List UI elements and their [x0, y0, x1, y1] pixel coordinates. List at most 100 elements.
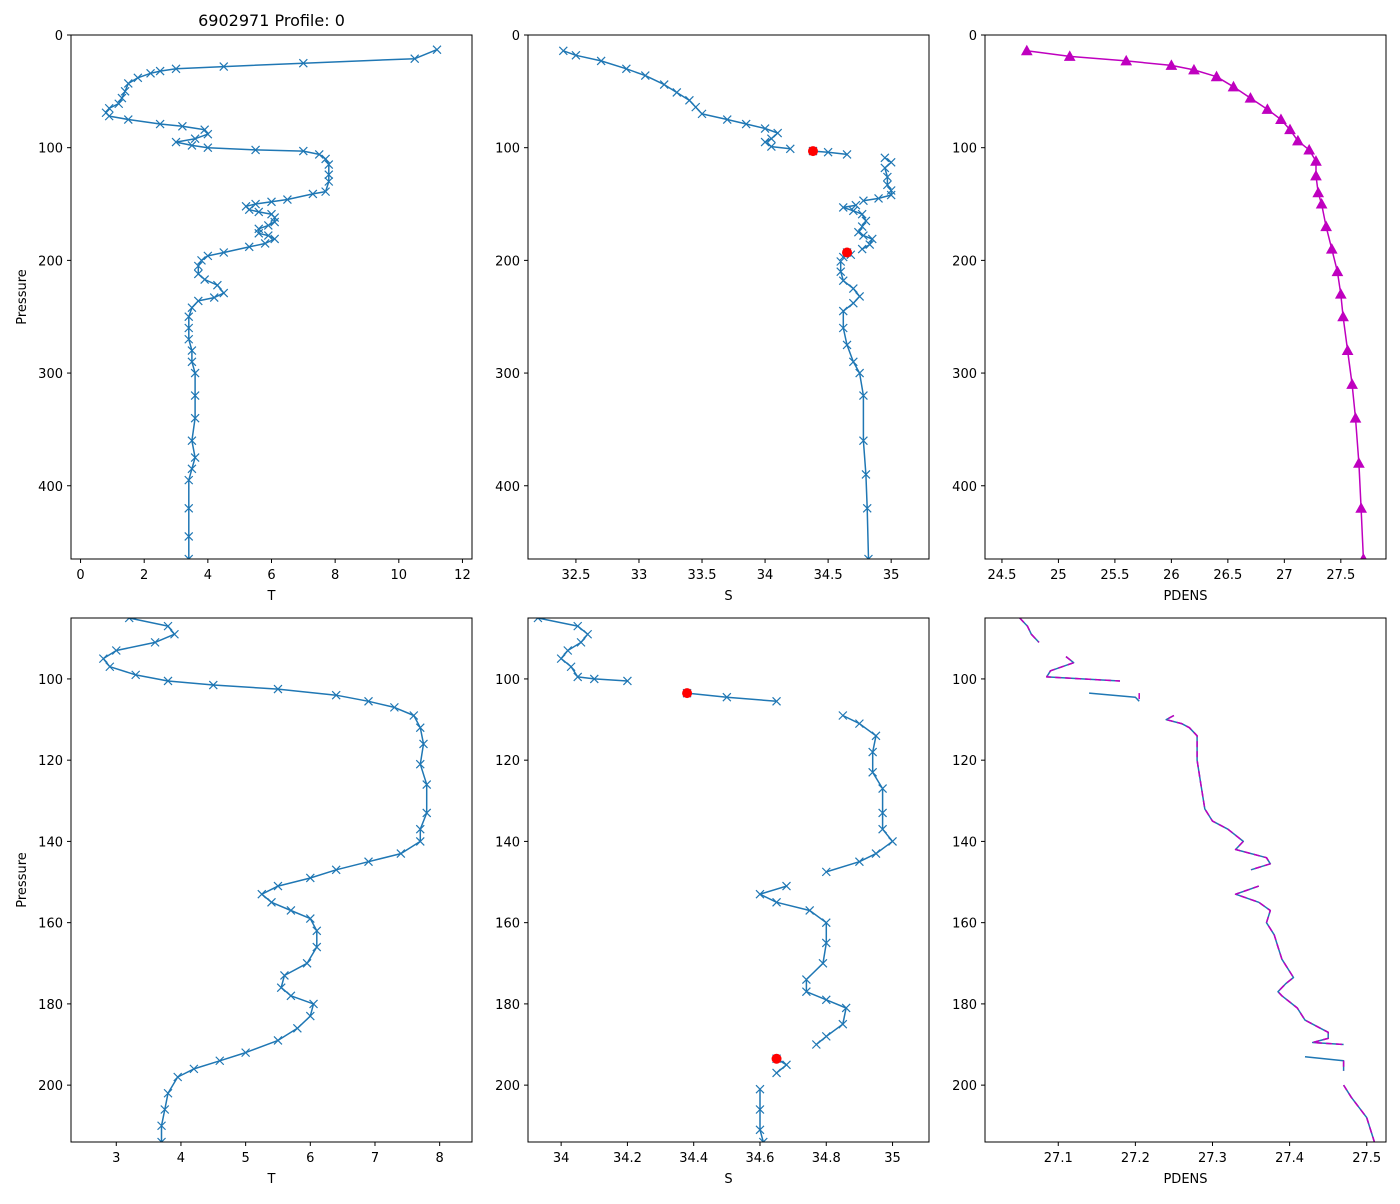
series-line: [687, 692, 777, 703]
data-point: [184, 503, 194, 513]
data-point: [419, 739, 428, 749]
series-line: [839, 261, 870, 559]
data-point: [203, 251, 213, 261]
series-line: [1304, 1055, 1345, 1071]
data-point: [241, 1048, 251, 1058]
data-point: [697, 109, 707, 119]
axes-frame: [527, 34, 930, 560]
x-tick-label: 8: [436, 1151, 444, 1166]
y-tick-label: 200: [38, 1079, 63, 1094]
flagged-point: [682, 688, 693, 699]
data-point: [276, 983, 286, 993]
data-point: [263, 231, 273, 241]
data-point: [170, 629, 179, 639]
data-point: [533, 618, 543, 623]
data-point: [1331, 265, 1344, 277]
y-tick-label: 140: [495, 835, 520, 850]
data-point: [859, 436, 868, 446]
axes-frame: [984, 34, 1387, 560]
data-point: [422, 780, 432, 789]
series-line: [1019, 618, 1040, 643]
data-point: [573, 672, 583, 682]
data-point: [566, 662, 576, 672]
data-point: [292, 1023, 302, 1033]
data-point: [841, 1003, 851, 1013]
data-point: [415, 723, 425, 733]
data-point: [1310, 169, 1322, 181]
data-point: [868, 767, 878, 777]
series-line: [1234, 885, 1344, 1046]
data-point: [212, 280, 222, 290]
y-tick-label: 180: [952, 998, 977, 1013]
series-line: [1165, 714, 1272, 871]
data-point: [556, 654, 566, 664]
data-point: [755, 1105, 765, 1114]
series-pdens: [1019, 618, 1376, 1142]
x-tick-label: 6: [267, 568, 275, 583]
data-point: [838, 323, 848, 333]
series-flagged: [807, 146, 853, 258]
x-tick-label: 33: [631, 568, 648, 583]
series-line: [759, 885, 847, 1046]
y-tick-label: 160: [952, 917, 977, 932]
y-tick-label: 300: [952, 367, 977, 382]
data-point: [105, 662, 115, 672]
y-tick-label: 140: [38, 835, 63, 850]
data-point: [309, 999, 318, 1009]
y-tick-label: 400: [952, 480, 977, 495]
data-point: [1325, 243, 1338, 254]
data-point: [254, 228, 264, 238]
subplot-4: 3 4 5 6 7 8 100 120 140 160 180 200 T Pressure: [15, 617, 473, 1187]
data-point: [184, 334, 194, 344]
series-line: [1234, 885, 1344, 1046]
x-tick-label: 0: [76, 568, 84, 583]
data-point: [886, 190, 896, 200]
data-point: [672, 88, 682, 97]
data-point: [766, 142, 776, 151]
data-point: [766, 134, 776, 144]
data-point: [1312, 186, 1325, 198]
data-point: [286, 991, 296, 1001]
data-point: [573, 621, 583, 631]
data-point: [760, 124, 770, 133]
data-point: [270, 234, 280, 244]
x-tick-label: 24.5: [987, 568, 1016, 583]
data-point: [1315, 198, 1328, 209]
x-tick-label: 25.5: [1100, 568, 1129, 583]
y-tick-label: 100: [952, 673, 977, 688]
data-point: [622, 676, 632, 686]
data-point: [163, 676, 173, 686]
data-point: [244, 205, 254, 215]
data-point: [432, 45, 442, 55]
data-point: [324, 170, 334, 180]
data-point: [308, 189, 318, 199]
data-point: [260, 239, 270, 248]
data-point: [267, 897, 276, 907]
x-tick-label: 5: [241, 1151, 249, 1166]
series-t: [101, 45, 442, 559]
y-tick-label: 300: [495, 367, 520, 382]
data-point: [878, 784, 888, 794]
data-point: [200, 275, 210, 284]
x-tick-label: 34.5: [814, 568, 843, 583]
data-point: [871, 731, 881, 741]
axes-frame: [984, 617, 1387, 1143]
data-point: [104, 103, 114, 113]
data-point: [859, 231, 868, 241]
data-point: [251, 145, 261, 155]
data-point: [163, 621, 173, 631]
data-point: [772, 1068, 781, 1078]
data-point: [120, 86, 130, 96]
data-point: [1227, 80, 1240, 92]
y-tick-label: 400: [495, 480, 520, 495]
data-point: [321, 154, 331, 164]
data-point: [415, 759, 425, 769]
data-point: [184, 475, 194, 485]
series-pdens: [1020, 44, 1367, 559]
data-point: [267, 197, 276, 207]
data-point: [208, 680, 218, 690]
x-tick-label: 26: [1163, 568, 1180, 583]
data-point: [177, 121, 187, 131]
data-point: [131, 670, 141, 680]
